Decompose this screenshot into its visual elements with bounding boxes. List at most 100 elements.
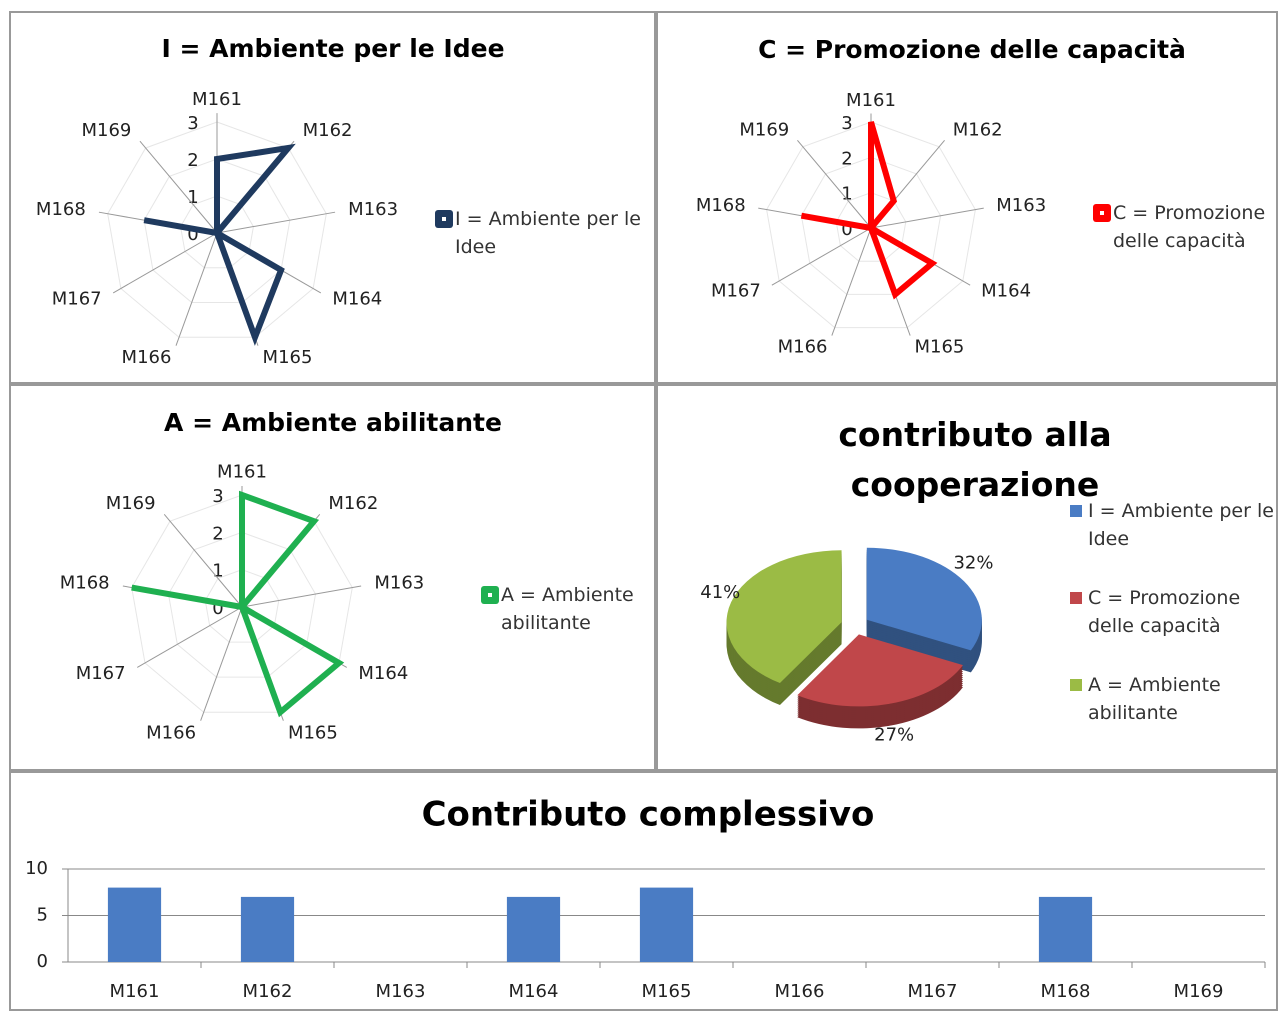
- spoke: [241, 585, 362, 608]
- category-label: M167: [711, 281, 761, 302]
- legend-swatch: [1070, 679, 1082, 691]
- x-tick-label: M165: [642, 981, 692, 1002]
- category-label: M163: [996, 195, 1046, 216]
- r-tick-label: 3: [212, 486, 223, 507]
- legend-label: I = Ambiente per le Idee: [455, 208, 641, 258]
- category-label: M165: [263, 347, 313, 368]
- pie-slice: [797, 634, 963, 707]
- legend-label: I = Ambiente per le Idee: [1088, 500, 1274, 550]
- spoke: [163, 514, 243, 608]
- spoke: [216, 211, 336, 234]
- category-label: M167: [52, 289, 102, 310]
- legend-label-box: I = Ambiente per le Idee: [1088, 500, 1274, 550]
- legend-label: C = Promozione delle capacità: [1088, 587, 1241, 637]
- panel-borders: [9, 11, 1278, 1011]
- grid-ring: [107, 121, 327, 338]
- radar-line: [143, 143, 296, 346]
- x-tick-label: M169: [1174, 981, 1224, 1002]
- chart-title: contributo alla cooperazione: [838, 415, 1112, 504]
- category-label: M164: [358, 663, 408, 684]
- category-label: M166: [122, 347, 172, 368]
- grid-ring: [835, 192, 907, 262]
- bar: [107, 887, 162, 962]
- chart-title: I = Ambiente per le Idee: [161, 34, 504, 63]
- grid-ring: [180, 195, 254, 269]
- legend-swatch: [1070, 592, 1082, 604]
- x-tick-label: M166: [775, 981, 825, 1002]
- legend-label-box: A = Ambiente abilitante: [501, 584, 634, 634]
- x-tick-label: M167: [908, 981, 958, 1002]
- r-tick-label: 2: [841, 148, 852, 169]
- grid-ring: [204, 569, 280, 643]
- r-tick-label: 3: [187, 113, 198, 134]
- x-tick-label: M164: [509, 981, 559, 1002]
- legend-dot: [442, 217, 446, 221]
- legend-label: A = Ambiente abilitante: [1088, 674, 1221, 724]
- chart-title: C = Promozione delle capacità: [758, 35, 1186, 64]
- category-label: M166: [778, 337, 828, 358]
- r-tick-label: 2: [187, 150, 198, 171]
- r-tick-label: 1: [187, 187, 198, 208]
- chart-title: Contributo complessivo: [422, 795, 875, 835]
- pie-slice: [866, 547, 982, 651]
- category-label: M168: [696, 195, 746, 216]
- r-tick-label: 0: [841, 219, 852, 240]
- panel: [9, 11, 656, 384]
- panel: [656, 384, 1278, 771]
- spoke: [870, 207, 984, 229]
- bar: [506, 896, 561, 962]
- bar: [1038, 896, 1093, 962]
- category-label: M161: [192, 89, 242, 110]
- grid-ring: [131, 494, 353, 713]
- x-tick-label: M168: [1041, 981, 1091, 1002]
- x-tick-label: M163: [376, 981, 426, 1002]
- category-label: M164: [981, 281, 1031, 302]
- bar: [240, 896, 295, 962]
- r-tick-label: 0: [187, 224, 198, 245]
- grid-ring: [143, 158, 291, 304]
- spoke: [112, 232, 218, 294]
- spoke: [139, 140, 218, 234]
- chart-title: A = Ambiente abilitante: [164, 408, 502, 437]
- spoke: [797, 139, 872, 229]
- r-tick-label: 1: [212, 561, 223, 582]
- spoke: [771, 227, 872, 286]
- grid-ring: [766, 121, 976, 329]
- r-tick-label: 1: [841, 184, 852, 205]
- legend-label-box: A = Ambiente abilitante: [1088, 674, 1221, 724]
- legend-dot: [488, 593, 492, 597]
- category-label: M163: [374, 573, 424, 594]
- category-label: M168: [60, 573, 110, 594]
- spoke: [831, 227, 872, 336]
- r-tick-label: 0: [212, 598, 223, 619]
- panel: [9, 384, 656, 771]
- category-label: M161: [217, 462, 267, 483]
- r-tick-label: 2: [212, 523, 223, 544]
- legend-label-box: C = Promozione delle capacità: [1113, 202, 1266, 252]
- pie-slice: [726, 550, 842, 684]
- category-label: M169: [739, 120, 789, 141]
- category-label: M169: [106, 493, 156, 514]
- x-tick-label: M162: [243, 981, 293, 1002]
- legend-label-box: C = Promozione delle capacità: [1088, 587, 1241, 637]
- category-label: M165: [915, 337, 965, 358]
- legend-swatch: [1070, 505, 1082, 517]
- radar-line: [131, 490, 345, 718]
- category-label: M162: [953, 120, 1003, 141]
- panel: [656, 11, 1278, 384]
- category-label: M162: [328, 493, 378, 514]
- category-label: M165: [288, 722, 338, 743]
- spoke: [136, 606, 243, 668]
- legend-label-box: I = Ambiente per le Idee: [455, 208, 641, 258]
- x-tick-label: M161: [110, 981, 160, 1002]
- y-tick-label: 0: [37, 951, 48, 972]
- grid-ring: [167, 531, 317, 678]
- radar-line: [800, 121, 938, 300]
- legend-label: C = Promozione delle capacità: [1113, 202, 1266, 252]
- category-label: M163: [348, 199, 398, 220]
- legend-dot: [1100, 211, 1104, 215]
- category-label: M169: [81, 120, 131, 141]
- r-tick-label: 3: [841, 113, 852, 134]
- y-tick-label: 10: [25, 858, 48, 879]
